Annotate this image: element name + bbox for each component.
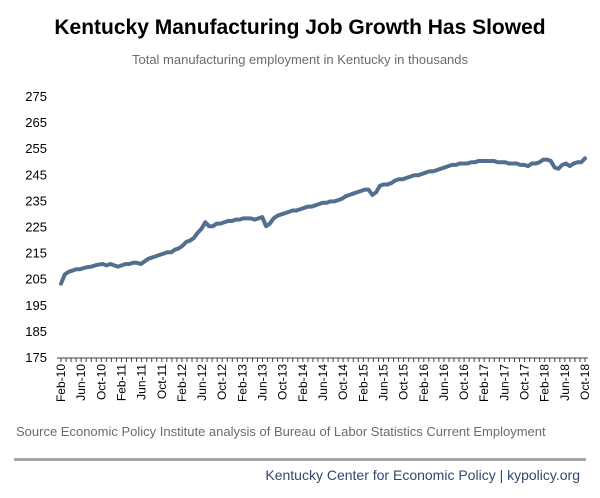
x-tick-label: Jun-11 [135, 364, 149, 400]
x-tick-label: Feb-13 [235, 364, 249, 402]
series-line [59, 156, 587, 286]
y-tick-label: 265 [25, 115, 47, 130]
x-tick-label: Jun-12 [195, 364, 209, 401]
x-tick-label: Oct-18 [578, 364, 592, 400]
x-tick-label: Jun-16 [437, 364, 451, 401]
x-tick-label: Feb-14 [296, 364, 310, 402]
x-tick-label: Oct-14 [336, 364, 350, 400]
x-tick-label: Oct-10 [94, 364, 108, 400]
y-tick-label: 275 [25, 89, 47, 104]
footer-credit: Kentucky Center for Economic Policy | ky… [265, 467, 580, 483]
x-tick-label: Oct-15 [397, 364, 411, 400]
x-tick-label: Jun-13 [256, 364, 270, 401]
x-tick-label: Oct-17 [518, 364, 532, 400]
x-tick-label: Oct-11 [155, 364, 169, 399]
source-note: Source Economic Policy Institute analysi… [16, 424, 546, 439]
x-tick-label: Jun-14 [316, 364, 330, 401]
x-axis: Feb-10 Jun-10 Oct-10 Feb-11 Jun-11 Oct-11 Feb-… [54, 357, 592, 402]
line-chart: 175 185 195 205 215 225 235 245 255 265 275 Feb-10… [25, 89, 592, 402]
y-tick-label: 175 [25, 350, 47, 365]
x-tick-label: Feb-11 [114, 364, 128, 401]
y-tick-label: 185 [25, 324, 47, 339]
x-tick-label: Oct-16 [457, 364, 471, 400]
y-tick-label: 245 [25, 167, 47, 182]
x-tick-label: Jun-15 [376, 364, 390, 401]
x-tick-label: Feb-18 [538, 364, 552, 402]
x-tick-label: Jun-18 [558, 364, 572, 401]
y-tick-label: 195 [25, 298, 47, 313]
plot-area [59, 156, 587, 286]
y-tick-label: 255 [25, 141, 47, 156]
x-tick-label: Feb-17 [477, 364, 491, 402]
y-tick-label: 205 [25, 272, 47, 287]
x-tick-label: Jun-10 [74, 364, 88, 401]
footer-divider [14, 458, 586, 461]
x-tick-label: Feb-12 [175, 364, 189, 402]
y-tick-label: 225 [25, 220, 47, 235]
x-tick-label: Oct-13 [276, 364, 290, 400]
x-tick-label: Jun-17 [497, 364, 511, 401]
x-tick-label: Feb-15 [356, 364, 370, 402]
chart-subtitle: Total manufacturing employment in Kentuc… [131, 52, 469, 67]
x-tick-label: Feb-10 [54, 364, 68, 402]
x-tick-label: Oct-12 [215, 364, 229, 400]
x-tick-label: Feb-16 [417, 364, 431, 402]
y-tick-label: 235 [25, 193, 47, 208]
chart-title: Kentucky Manufacturing Job Growth Has Sl… [54, 16, 546, 39]
y-tick-label: 215 [25, 246, 47, 261]
y-axis: 175 185 195 205 215 225 235 245 255 265 275 [25, 89, 47, 365]
